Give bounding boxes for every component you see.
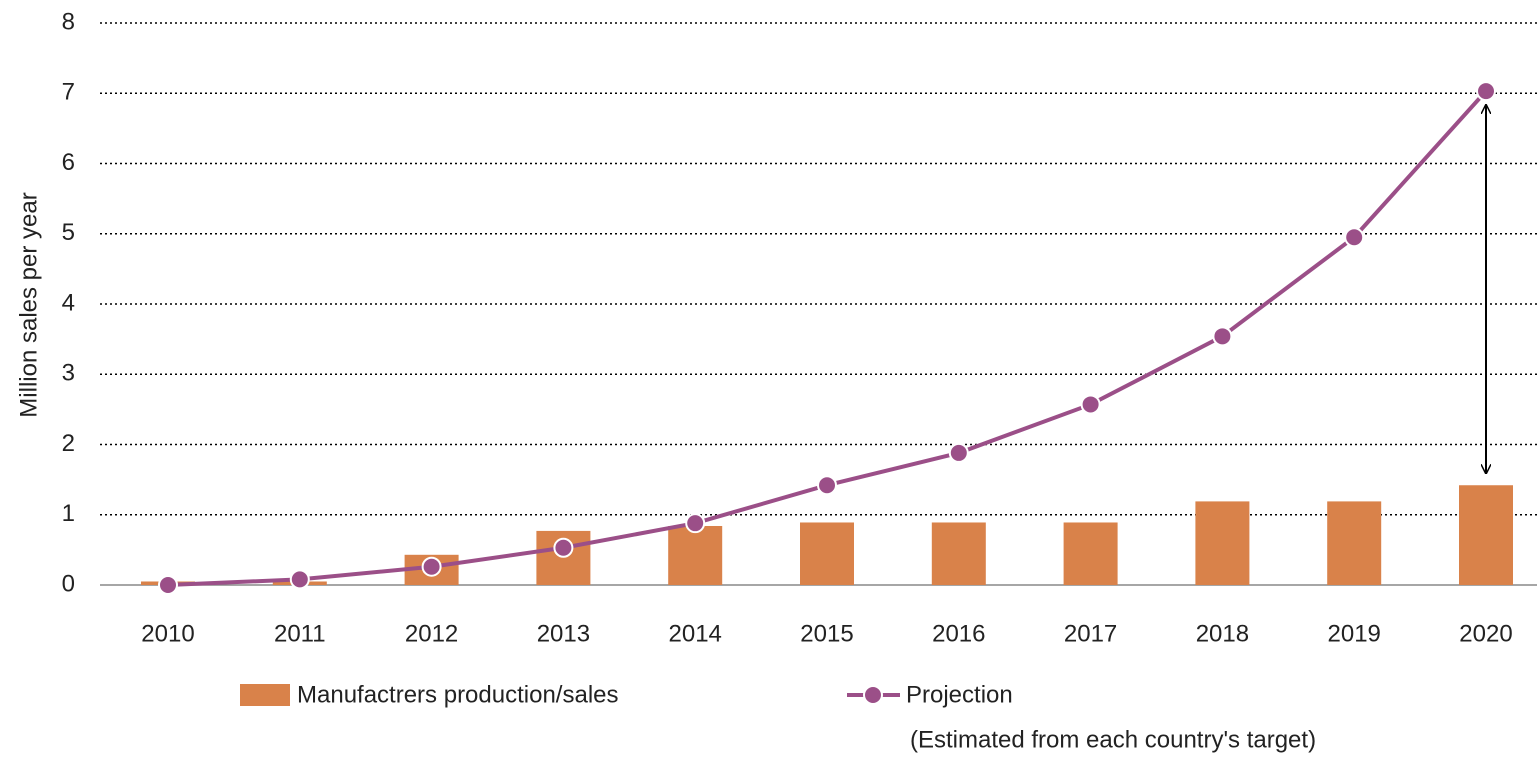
line-marker <box>553 537 574 558</box>
line-marker <box>1212 326 1233 347</box>
line-marker <box>289 569 310 590</box>
legend-marker <box>863 685 883 705</box>
y-tick-label: 6 <box>62 149 75 176</box>
x-tick-label: 2014 <box>669 620 722 647</box>
line-marker <box>158 575 178 595</box>
x-tick-label: 2015 <box>800 620 853 647</box>
legend-note: (Estimated from each country's target) <box>910 726 1316 753</box>
bar <box>1063 522 1118 585</box>
line <box>167 89 1488 587</box>
line-marker <box>1344 227 1365 248</box>
y-tick-label: 4 <box>62 289 75 316</box>
y-tick-label: 3 <box>62 360 75 387</box>
line-marker <box>685 513 706 534</box>
y-tick-label: 8 <box>62 8 75 35</box>
bar <box>1459 485 1513 585</box>
x-tick-label: 2011 <box>274 620 326 647</box>
line-marker <box>421 556 442 577</box>
line-marker <box>1080 394 1101 415</box>
x-tick-label: 2017 <box>1064 620 1117 647</box>
legend-label: Projection <box>906 681 1013 708</box>
bar <box>1195 501 1250 585</box>
y-tick-label: 7 <box>62 79 75 106</box>
y-tick-label: 0 <box>62 570 75 597</box>
bar <box>931 522 986 585</box>
x-tick-label: 2012 <box>405 620 458 647</box>
x-tick-label: 2019 <box>1328 620 1381 647</box>
x-tick-label: 2013 <box>537 620 590 647</box>
x-tick-label: 2016 <box>932 620 985 647</box>
y-tick-label: 1 <box>62 500 75 527</box>
line-marker <box>1476 81 1496 102</box>
bar <box>800 522 854 585</box>
legend-swatch <box>240 684 290 706</box>
y-axis-label: Million sales per year <box>15 192 42 417</box>
x-tick-label: 2018 <box>1196 620 1249 647</box>
line-marker <box>817 475 837 496</box>
x-tick-label: 2020 <box>1459 620 1512 647</box>
y-tick-label: 2 <box>62 430 75 457</box>
bar <box>1327 501 1382 585</box>
bar <box>668 525 723 585</box>
x-tick-label: 2010 <box>141 620 194 647</box>
legend-label: Manufactrers production/sales <box>297 681 619 708</box>
line-marker <box>948 442 969 463</box>
y-tick-label: 5 <box>62 219 75 246</box>
